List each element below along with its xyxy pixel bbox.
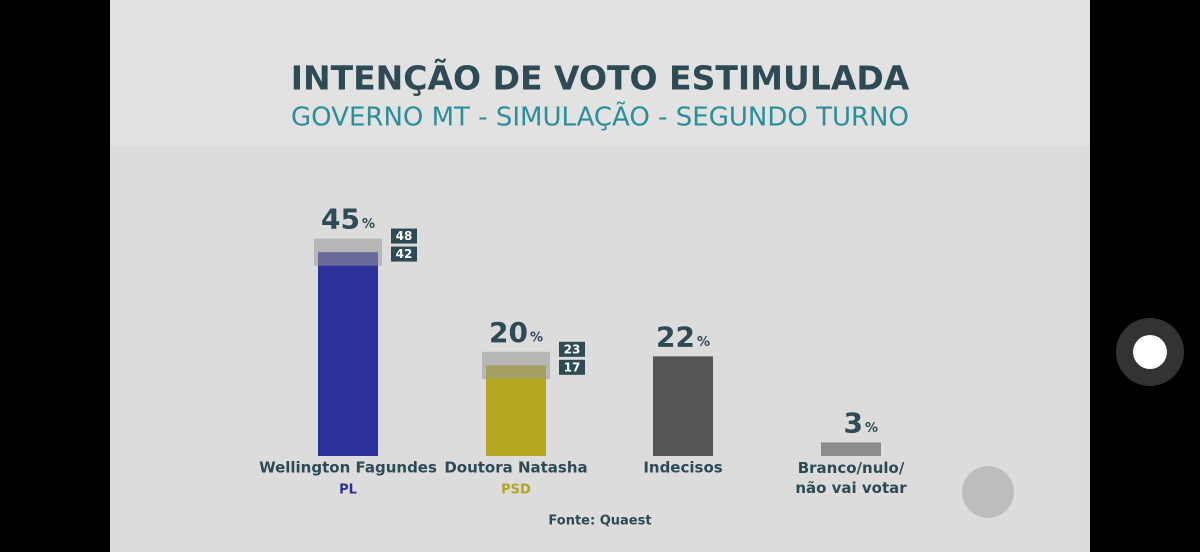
upper-label: 48 (396, 229, 413, 243)
lower-box (559, 359, 585, 375)
category-label: Doutora Natasha (444, 459, 587, 477)
logo (962, 466, 1014, 518)
value-unit: % (697, 335, 710, 350)
value-unit: % (362, 217, 375, 232)
margin-band (314, 238, 382, 266)
source: Fonte: Quaest (548, 514, 651, 529)
bar (653, 356, 713, 456)
upper-label: 23 (564, 342, 581, 356)
value-label: 22 (656, 320, 695, 353)
party-label: PL (339, 483, 357, 498)
value-label: 45 (321, 203, 360, 236)
value-unit: % (865, 421, 878, 436)
upper-box (391, 228, 417, 244)
category-label: Wellington Fagundes (259, 459, 437, 477)
bar (821, 442, 881, 456)
value-label: 3 (844, 406, 863, 439)
chart-subtitle: GOVERNO MT - SIMULAÇÃO - SEGUNDO TURNO (291, 101, 909, 133)
bar (486, 365, 546, 456)
upper-box (559, 341, 585, 357)
header-panel (110, 0, 1090, 145)
float-button-dot (1133, 335, 1167, 369)
category-label: Branco/nulo/não vai votar (795, 459, 907, 497)
lower-label: 42 (396, 247, 413, 261)
margin-band (482, 351, 550, 379)
category-label: Indecisos (643, 459, 722, 477)
chart-title: INTENÇÃO DE VOTO ESTIMULADA (291, 58, 910, 98)
lower-box (391, 246, 417, 262)
bar (318, 252, 378, 456)
party-label: PSD (501, 483, 531, 498)
value-unit: % (530, 330, 543, 345)
lower-label: 17 (564, 360, 581, 374)
value-label: 20 (489, 316, 528, 349)
